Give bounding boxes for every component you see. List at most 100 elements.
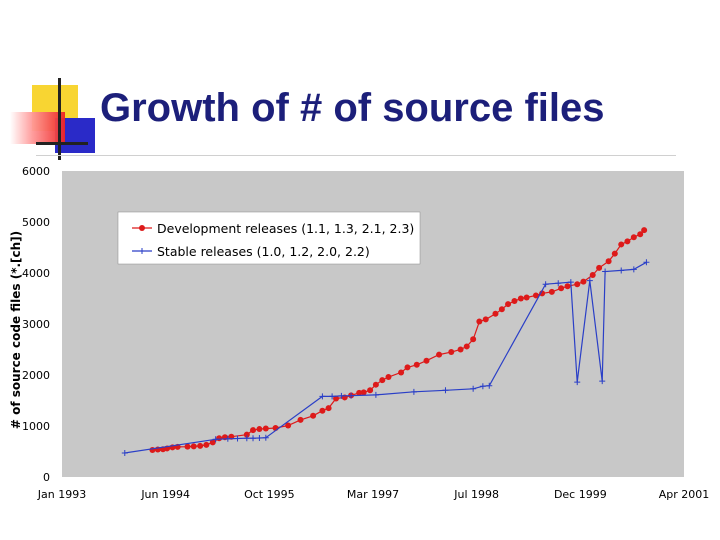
x-tick-label: Jul 1998 bbox=[453, 488, 499, 501]
data-point bbox=[285, 422, 292, 429]
data-point bbox=[256, 426, 263, 433]
data-point bbox=[539, 290, 546, 297]
data-point bbox=[262, 425, 269, 432]
data-point bbox=[517, 295, 524, 302]
data-point bbox=[558, 285, 565, 292]
data-point bbox=[379, 377, 386, 384]
data-point bbox=[586, 277, 593, 284]
data-point bbox=[209, 439, 216, 446]
data-point bbox=[372, 391, 379, 398]
data-point bbox=[203, 441, 210, 448]
data-point bbox=[470, 336, 477, 343]
data-point bbox=[348, 392, 355, 399]
data-point bbox=[511, 298, 518, 305]
data-point bbox=[149, 446, 156, 453]
data-point bbox=[250, 435, 257, 442]
data-point bbox=[463, 343, 470, 350]
x-tick-label: Mar 1997 bbox=[347, 488, 399, 501]
data-point bbox=[250, 427, 257, 434]
data-point bbox=[564, 283, 571, 290]
data-point bbox=[319, 393, 326, 400]
x-tick-label: Jan 1993 bbox=[37, 488, 86, 501]
data-point bbox=[212, 436, 219, 443]
series-layer bbox=[121, 227, 650, 457]
data-point bbox=[325, 405, 332, 412]
data-point bbox=[630, 234, 637, 241]
y-tick-label: 6000 bbox=[22, 165, 50, 178]
legend-box bbox=[117, 211, 421, 265]
data-point bbox=[574, 379, 581, 386]
data-point bbox=[542, 281, 549, 288]
data-point bbox=[338, 392, 345, 399]
data-point bbox=[637, 231, 644, 238]
data-point bbox=[486, 382, 493, 389]
x-tick-label: Dec 1999 bbox=[554, 488, 607, 501]
data-point bbox=[385, 374, 392, 381]
data-point bbox=[589, 272, 596, 279]
x-tick-label: Jun 1994 bbox=[140, 488, 190, 501]
data-point bbox=[448, 349, 455, 356]
data-point bbox=[243, 431, 250, 438]
data-point bbox=[630, 266, 637, 273]
data-point bbox=[329, 393, 336, 400]
decor-horizontal-line bbox=[36, 142, 88, 145]
decor-red-bar bbox=[10, 112, 65, 144]
y-axis-label: # of source code files (*.[ch]) bbox=[9, 231, 23, 429]
title-underline bbox=[36, 155, 676, 156]
data-point bbox=[523, 294, 530, 301]
data-point bbox=[596, 264, 603, 271]
data-point bbox=[532, 292, 539, 299]
data-point bbox=[333, 395, 340, 402]
y-tick-label: 1000 bbox=[22, 420, 50, 433]
data-point bbox=[372, 381, 379, 388]
legend: Development releases (1.1, 1.3, 2.1, 2.3… bbox=[117, 211, 421, 265]
data-point bbox=[398, 369, 405, 376]
x-axis-ticks: Jan 1993 Jun 1994 Oct 1995 Mar 1997 Jul 1998… bbox=[37, 488, 709, 501]
data-point bbox=[618, 241, 625, 248]
slide-title: Growth of # of source files bbox=[100, 86, 605, 130]
legend-marker bbox=[139, 248, 145, 254]
data-point bbox=[404, 364, 411, 371]
data-point bbox=[367, 387, 374, 394]
data-point bbox=[476, 318, 483, 325]
data-point bbox=[436, 351, 443, 358]
y-tick-label: 0 bbox=[43, 471, 50, 484]
data-point bbox=[641, 227, 648, 234]
data-point bbox=[580, 278, 587, 285]
data-point bbox=[567, 279, 574, 286]
y-axis-ticks: 0 1000 2000 3000 4000 5000 6000 bbox=[22, 165, 50, 484]
data-point bbox=[216, 435, 223, 442]
data-point bbox=[574, 281, 581, 288]
data-point bbox=[505, 301, 512, 308]
series-line bbox=[124, 261, 647, 454]
series-2 bbox=[121, 259, 650, 457]
data-point bbox=[492, 310, 499, 317]
data-point bbox=[498, 306, 505, 313]
data-point bbox=[618, 267, 625, 274]
decor-vertical-line bbox=[58, 78, 61, 160]
data-point bbox=[423, 357, 430, 364]
data-point bbox=[224, 435, 231, 442]
y-tick-label: 4000 bbox=[22, 267, 50, 280]
data-point bbox=[643, 259, 650, 266]
data-point bbox=[470, 385, 477, 392]
data-point bbox=[410, 388, 417, 395]
data-point bbox=[319, 407, 326, 414]
data-point bbox=[360, 389, 367, 396]
data-point bbox=[121, 450, 128, 457]
data-point bbox=[482, 316, 489, 323]
data-point bbox=[197, 442, 204, 449]
data-point bbox=[297, 416, 304, 423]
x-tick-label: Oct 1995 bbox=[244, 488, 295, 501]
data-point bbox=[479, 383, 486, 390]
y-tick-label: 2000 bbox=[22, 369, 50, 382]
data-point bbox=[234, 435, 241, 442]
data-point bbox=[256, 434, 263, 441]
data-point bbox=[413, 361, 420, 368]
data-point bbox=[605, 258, 612, 265]
data-point bbox=[548, 288, 555, 295]
data-point bbox=[243, 435, 250, 442]
data-point bbox=[184, 443, 191, 450]
data-point bbox=[555, 280, 562, 287]
